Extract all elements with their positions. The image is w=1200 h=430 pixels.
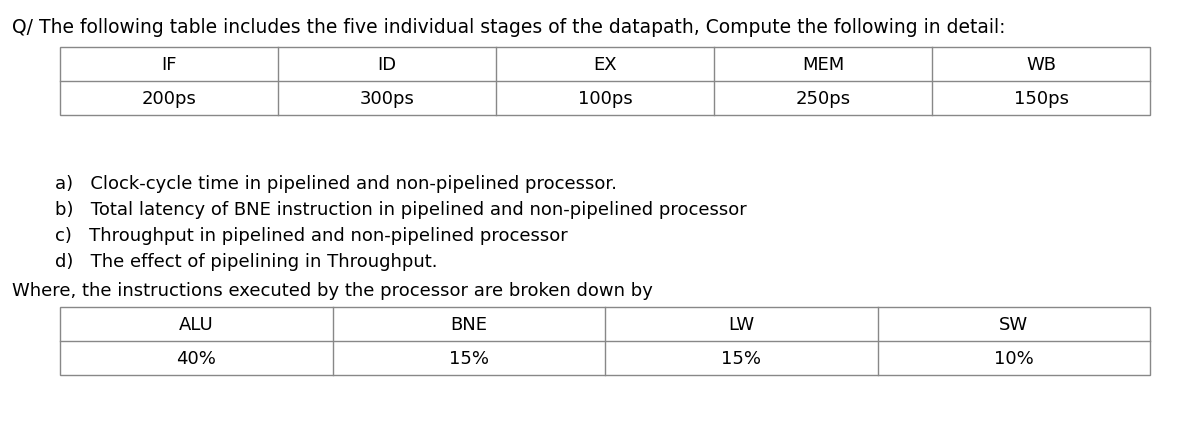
Text: a)   Clock-cycle time in pipelined and non-pipelined processor.: a) Clock-cycle time in pipelined and non… — [55, 175, 617, 193]
Text: 250ps: 250ps — [796, 90, 851, 108]
Text: WB: WB — [1026, 56, 1056, 74]
Text: d)   The effect of pipelining in Throughput.: d) The effect of pipelining in Throughpu… — [55, 252, 438, 270]
Text: 40%: 40% — [176, 349, 216, 367]
Text: LW: LW — [728, 315, 755, 333]
Text: 200ps: 200ps — [142, 90, 197, 108]
Text: ALU: ALU — [179, 315, 214, 333]
Text: IF: IF — [161, 56, 176, 74]
Text: b)   Total latency of BNE instruction in pipelined and non-pipelined processor: b) Total latency of BNE instruction in p… — [55, 200, 746, 218]
Text: ID: ID — [378, 56, 396, 74]
Text: BNE: BNE — [450, 315, 487, 333]
Text: 15%: 15% — [721, 349, 761, 367]
Text: SW: SW — [1000, 315, 1028, 333]
Text: Q/ The following table includes the five individual stages of the datapath, Comp: Q/ The following table includes the five… — [12, 18, 1006, 37]
Text: 100ps: 100ps — [577, 90, 632, 108]
Text: 300ps: 300ps — [360, 90, 414, 108]
Bar — [60, 48, 1150, 116]
Text: 150ps: 150ps — [1014, 90, 1068, 108]
Text: c)   Throughput in pipelined and non-pipelined processor: c) Throughput in pipelined and non-pipel… — [55, 227, 568, 244]
Text: 10%: 10% — [994, 349, 1033, 367]
Bar — [60, 307, 1150, 375]
Text: EX: EX — [593, 56, 617, 74]
Text: 15%: 15% — [449, 349, 488, 367]
Text: MEM: MEM — [802, 56, 844, 74]
Text: Where, the instructions executed by the processor are broken down by: Where, the instructions executed by the … — [12, 281, 653, 299]
